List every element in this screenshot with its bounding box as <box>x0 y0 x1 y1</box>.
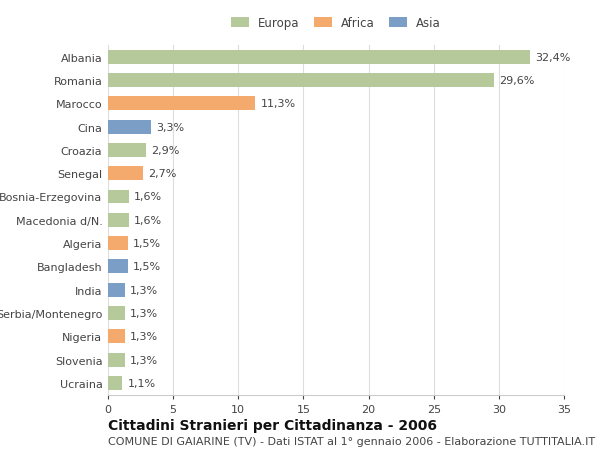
Bar <box>108 50 530 65</box>
Text: 2,7%: 2,7% <box>148 169 177 179</box>
Text: 1,3%: 1,3% <box>130 355 158 365</box>
Legend: Europa, Africa, Asia: Europa, Africa, Asia <box>227 13 445 34</box>
Text: 11,3%: 11,3% <box>260 99 296 109</box>
Bar <box>108 306 125 320</box>
Bar <box>108 283 125 297</box>
Bar <box>108 167 143 181</box>
Bar <box>108 74 494 88</box>
Bar <box>108 260 128 274</box>
Text: 1,5%: 1,5% <box>133 262 161 272</box>
Text: 1,3%: 1,3% <box>130 331 158 341</box>
Text: 3,3%: 3,3% <box>156 122 184 132</box>
Text: 1,5%: 1,5% <box>133 239 161 249</box>
Text: 1,6%: 1,6% <box>134 215 162 225</box>
Bar <box>108 353 125 367</box>
Text: 1,3%: 1,3% <box>130 285 158 295</box>
Text: 1,6%: 1,6% <box>134 192 162 202</box>
Text: Cittadini Stranieri per Cittadinanza - 2006: Cittadini Stranieri per Cittadinanza - 2… <box>108 418 437 431</box>
Bar <box>108 213 129 227</box>
Text: 29,6%: 29,6% <box>499 76 534 86</box>
Text: 1,3%: 1,3% <box>130 308 158 319</box>
Bar <box>108 97 255 111</box>
Bar <box>108 236 128 251</box>
Text: 32,4%: 32,4% <box>535 52 571 62</box>
Bar <box>108 330 125 344</box>
Bar <box>108 190 129 204</box>
Bar <box>108 120 151 134</box>
Bar <box>108 144 146 157</box>
Text: 2,9%: 2,9% <box>151 146 179 156</box>
Bar <box>108 376 122 390</box>
Text: COMUNE DI GAIARINE (TV) - Dati ISTAT al 1° gennaio 2006 - Elaborazione TUTTITALI: COMUNE DI GAIARINE (TV) - Dati ISTAT al … <box>108 436 595 446</box>
Text: 1,1%: 1,1% <box>128 378 155 388</box>
